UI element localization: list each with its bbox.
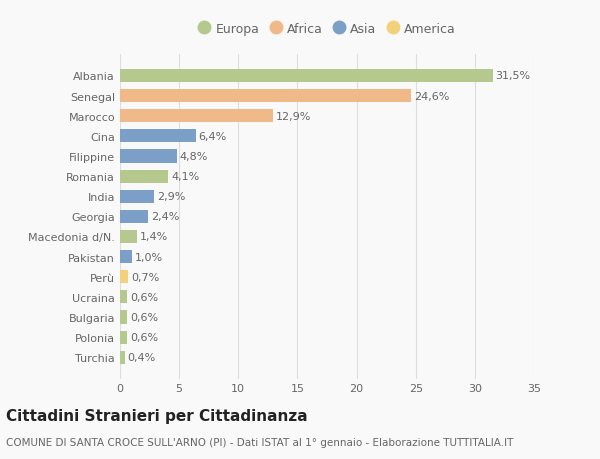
Bar bbox=[120, 230, 137, 243]
Bar bbox=[120, 271, 128, 284]
Bar bbox=[120, 150, 177, 163]
Text: 0,6%: 0,6% bbox=[130, 312, 158, 322]
Text: 2,4%: 2,4% bbox=[151, 212, 180, 222]
Text: 6,4%: 6,4% bbox=[199, 132, 227, 141]
Text: Cittadini Stranieri per Cittadinanza: Cittadini Stranieri per Cittadinanza bbox=[6, 408, 308, 423]
Text: 2,9%: 2,9% bbox=[157, 192, 185, 202]
Bar bbox=[120, 90, 411, 103]
Bar bbox=[120, 251, 132, 263]
Bar bbox=[120, 331, 127, 344]
Text: 4,1%: 4,1% bbox=[172, 172, 200, 182]
Bar bbox=[120, 170, 169, 183]
Text: 1,0%: 1,0% bbox=[135, 252, 163, 262]
Text: 31,5%: 31,5% bbox=[496, 71, 530, 81]
Bar bbox=[120, 130, 196, 143]
Text: 0,6%: 0,6% bbox=[130, 332, 158, 342]
Text: 0,6%: 0,6% bbox=[130, 292, 158, 302]
Text: 1,4%: 1,4% bbox=[140, 232, 168, 242]
Bar bbox=[120, 190, 154, 203]
Text: 24,6%: 24,6% bbox=[414, 91, 449, 101]
Legend: Europa, Africa, Asia, America: Europa, Africa, Asia, America bbox=[198, 22, 456, 35]
Text: 4,8%: 4,8% bbox=[180, 151, 208, 162]
Text: COMUNE DI SANTA CROCE SULL'ARNO (PI) - Dati ISTAT al 1° gennaio - Elaborazione T: COMUNE DI SANTA CROCE SULL'ARNO (PI) - D… bbox=[6, 437, 514, 447]
Bar bbox=[120, 291, 127, 304]
Bar bbox=[120, 210, 148, 224]
Text: 0,7%: 0,7% bbox=[131, 272, 160, 282]
Bar bbox=[120, 311, 127, 324]
Text: 0,4%: 0,4% bbox=[128, 353, 156, 363]
Bar bbox=[120, 70, 493, 83]
Bar bbox=[120, 351, 125, 364]
Text: 12,9%: 12,9% bbox=[275, 112, 311, 122]
Bar bbox=[120, 110, 272, 123]
